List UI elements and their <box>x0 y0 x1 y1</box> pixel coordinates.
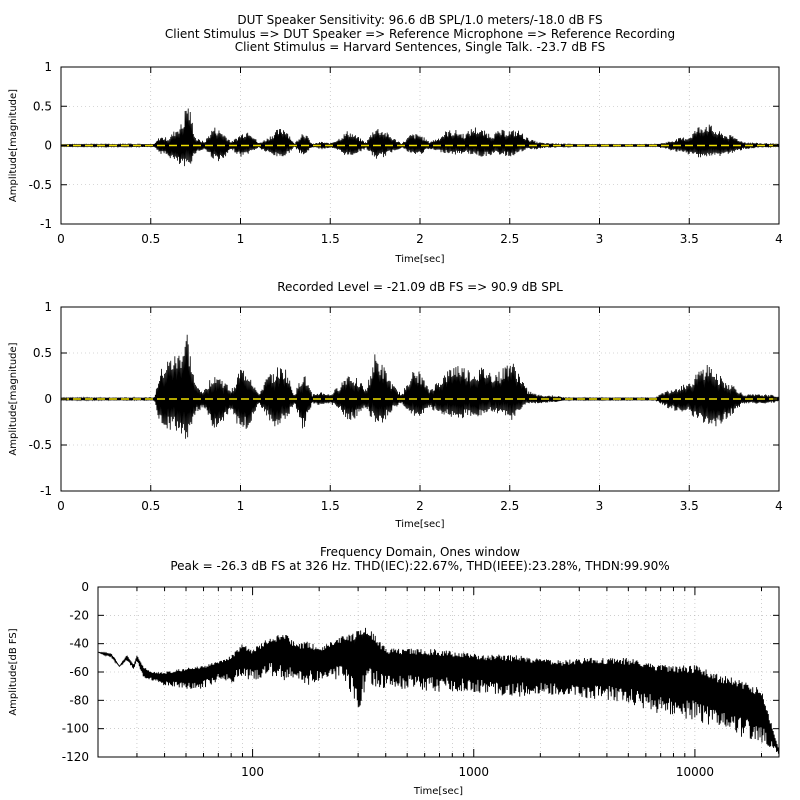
x-tick-label: 3 <box>596 499 604 513</box>
chart-title-line: Recorded Level = -21.09 dB FS => 90.9 dB… <box>277 280 563 294</box>
y-tick-label: -40 <box>69 637 89 651</box>
series-trace <box>97 627 780 754</box>
chart-panel-2: Recorded Level = -21.09 dB FS => 90.9 dB… <box>8 280 783 530</box>
y-tick-label: -20 <box>69 608 89 622</box>
y-tick-label: -100 <box>62 722 89 736</box>
x-tick-label: 0.5 <box>141 499 160 513</box>
x-tick-label: 0 <box>57 499 65 513</box>
x-tick-label: 4 <box>775 499 783 513</box>
y-tick-label: -1 <box>40 217 52 231</box>
y-tick-label: 1 <box>44 300 52 314</box>
y-tick-label: 1 <box>44 60 52 74</box>
axis-ticks: 100 1000 10000 0 -20 -40 -60 -80 -100 -120 <box>62 580 779 779</box>
x-tick-label: 0.5 <box>141 232 160 246</box>
y-axis-label: Amplitude[magnitude] <box>8 89 19 202</box>
x-tick-label: 2.5 <box>500 232 519 246</box>
axis-ticks: 0 0.5 1 1.5 2 2.5 3 3.5 4 1 0.5 0 -0.5 -1 <box>29 60 783 246</box>
y-tick-label: -1 <box>40 484 52 498</box>
x-tick-label: 0 <box>57 232 65 246</box>
x-tick-label: 3.5 <box>680 232 699 246</box>
series-trace <box>60 108 780 167</box>
axis-ticks: 0 0.5 1 1.5 2 2.5 3 3.5 4 1 0.5 0 -0.5 -1 <box>29 300 783 513</box>
x-tick-label: 4 <box>775 232 783 246</box>
x-axis-label: Time[sec] <box>394 519 444 530</box>
x-tick-label: 1 <box>237 232 245 246</box>
x-tick-label: 2 <box>416 499 424 513</box>
x-axis-label: Time[sec] <box>394 254 444 265</box>
x-tick-label: 3 <box>596 232 604 246</box>
x-axis-label: Time[sec] <box>413 786 463 797</box>
chart-title-line: Client Stimulus = Harvard Sentences, Sin… <box>235 40 606 54</box>
y-tick-label: -80 <box>69 693 89 707</box>
x-tick-label: 1 <box>237 499 245 513</box>
x-tick-label: 10000 <box>676 765 714 779</box>
y-tick-label: -120 <box>62 750 89 764</box>
y-tick-label: 0.5 <box>33 99 52 113</box>
y-tick-label: -60 <box>69 665 89 679</box>
chart-title-line: Client Stimulus => DUT Speaker => Refere… <box>165 27 675 41</box>
x-tick-label: 2 <box>416 232 424 246</box>
chart-title-line: DUT Speaker Sensitivity: 96.6 dB SPL/1.0… <box>237 13 602 27</box>
x-tick-label: 1.5 <box>321 499 340 513</box>
y-axis-label: Amplitude[magnitude] <box>8 342 19 455</box>
chart-panel-1: DUT Speaker Sensitivity: 96.6 dB SPL/1.0… <box>8 13 783 265</box>
y-tick-label: 0.5 <box>33 346 52 360</box>
y-tick-label: 0 <box>81 580 89 594</box>
x-tick-label: 100 <box>241 765 264 779</box>
y-tick-label: -0.5 <box>29 178 52 192</box>
y-tick-label: -0.5 <box>29 438 52 452</box>
y-tick-label: 0 <box>44 392 52 406</box>
x-tick-label: 3.5 <box>680 499 699 513</box>
x-tick-label: 1000 <box>458 765 489 779</box>
y-tick-label: 0 <box>44 139 52 153</box>
x-tick-label: 2.5 <box>500 499 519 513</box>
chart-title-line: Frequency Domain, Ones window <box>320 545 520 559</box>
chart-title-line: Peak = -26.3 dB FS at 326 Hz. THD(IEC):2… <box>170 559 669 573</box>
y-axis-label: Amplitude[dB FS] <box>8 628 19 715</box>
x-tick-label: 1.5 <box>321 232 340 246</box>
